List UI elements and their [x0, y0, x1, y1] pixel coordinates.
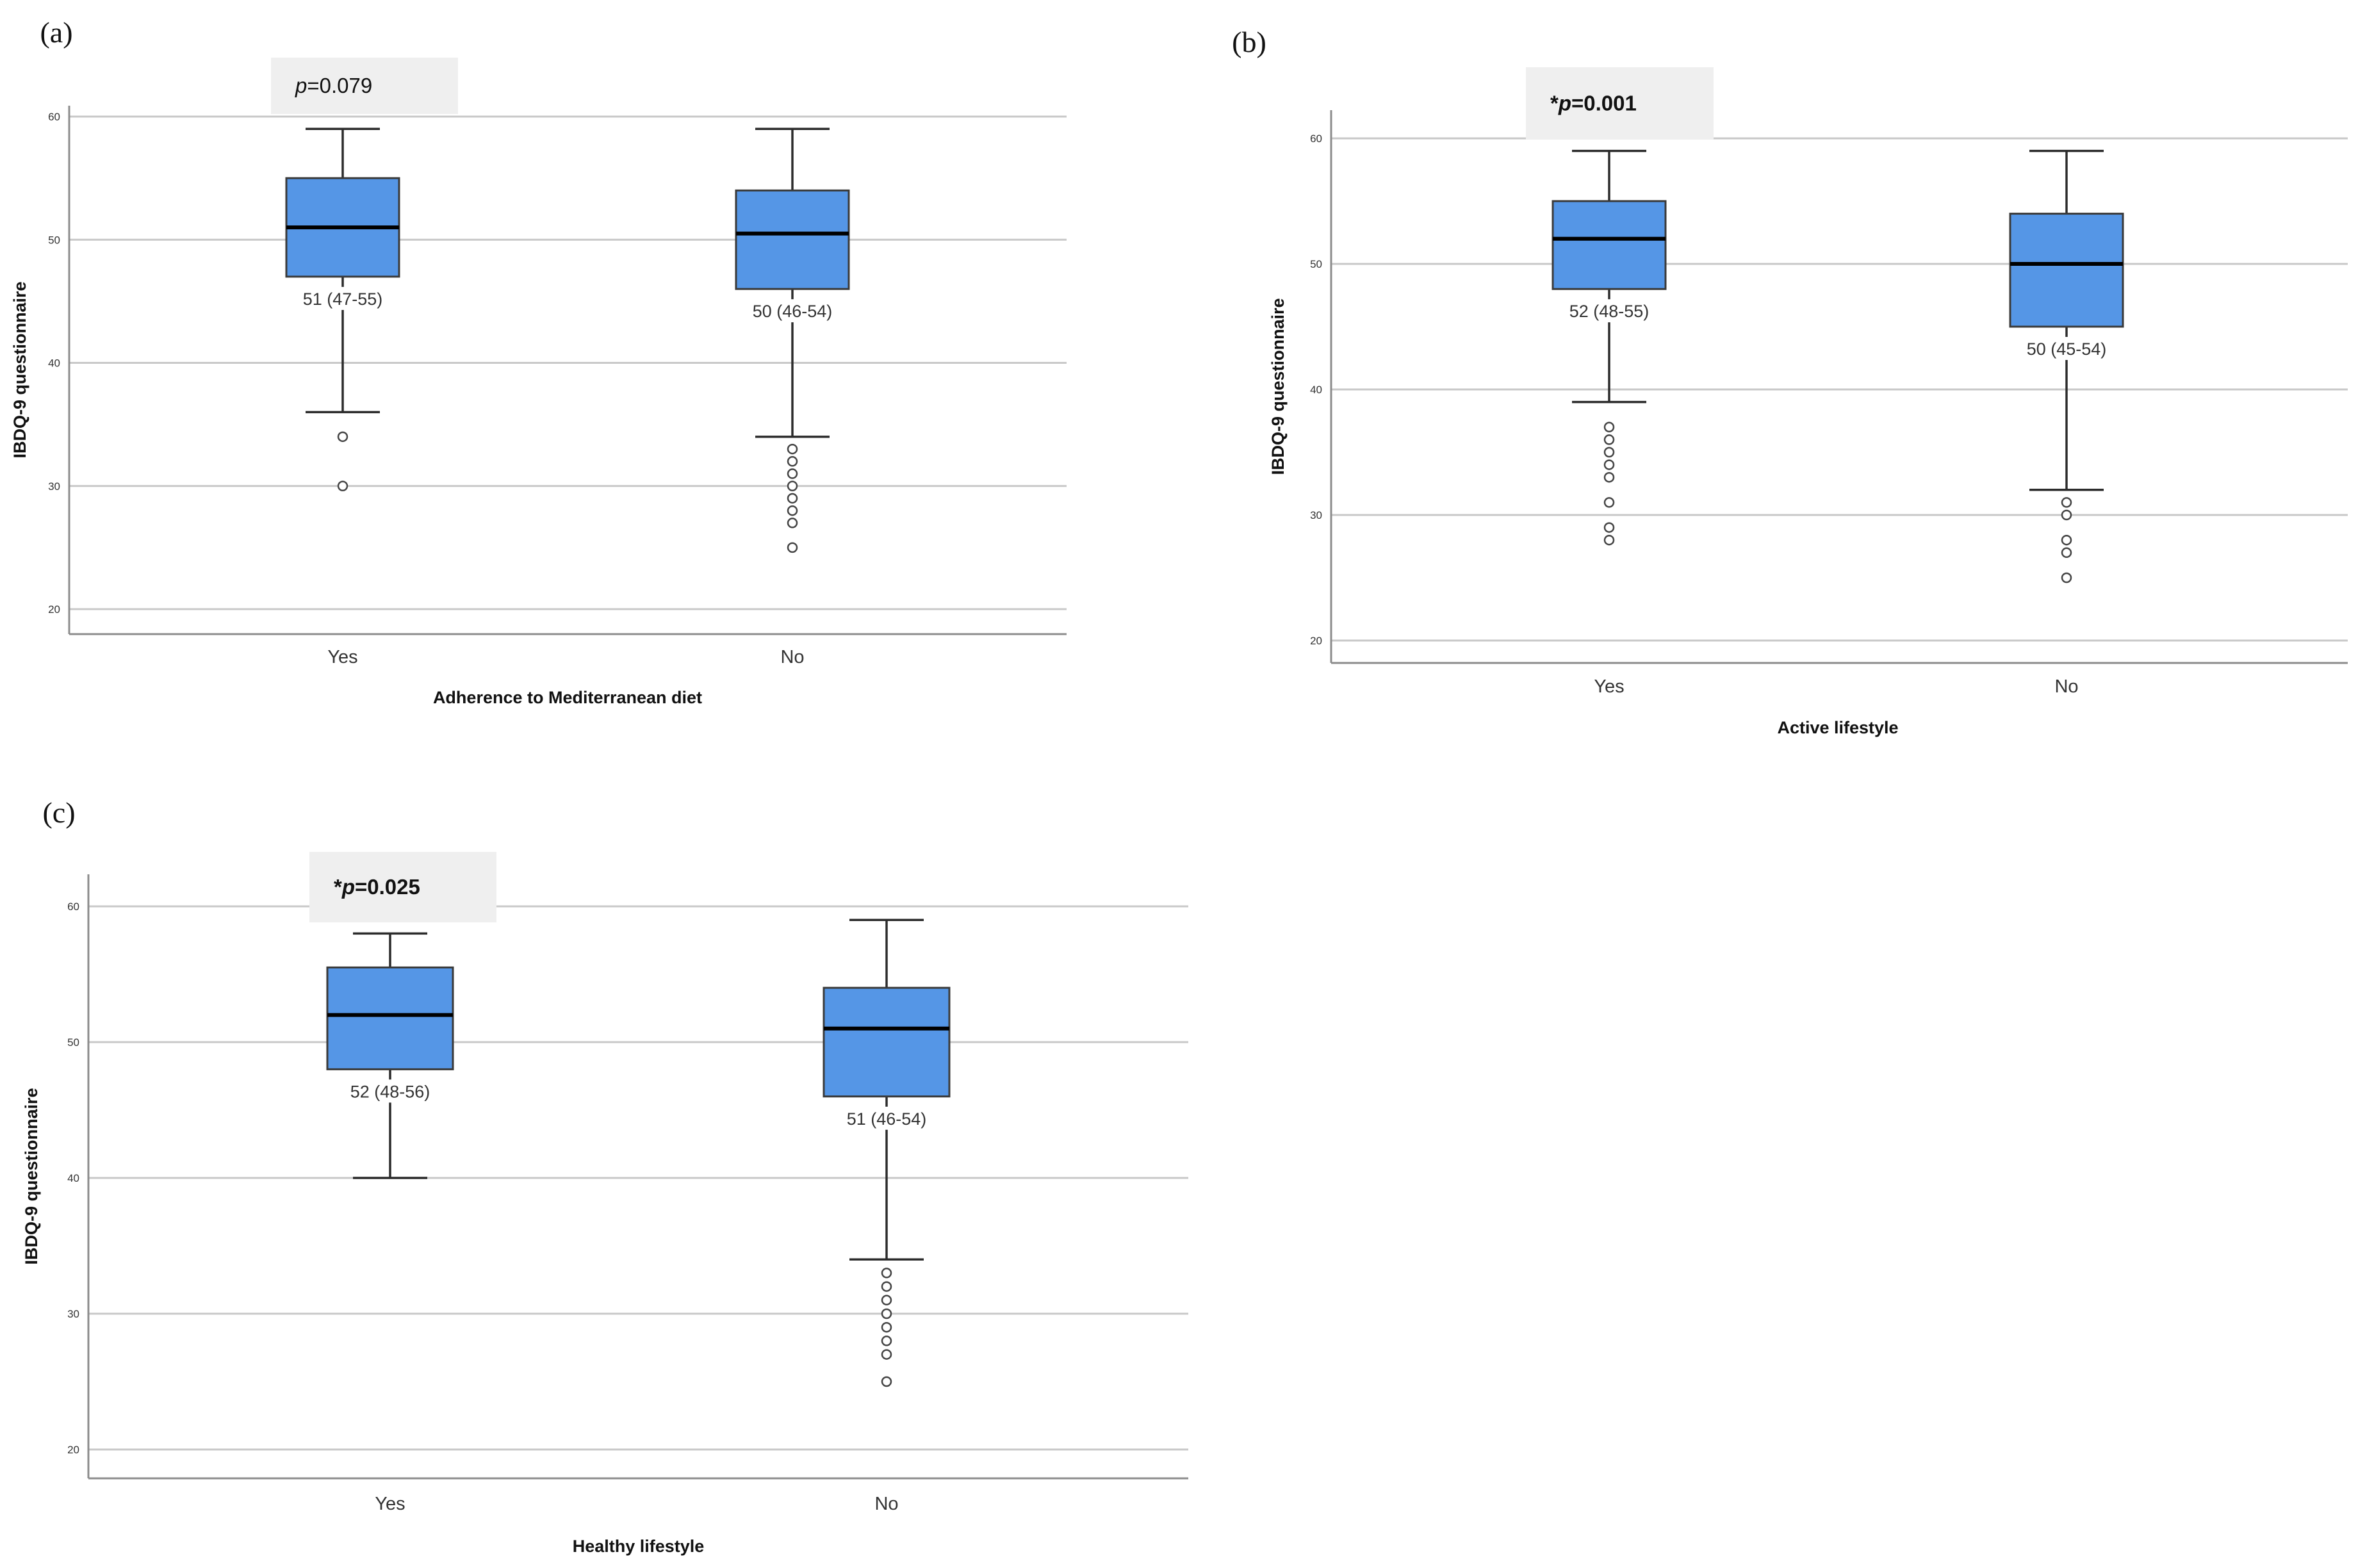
x-category-label: No: [874, 1494, 898, 1514]
y-axis-title: IBDQ-9 questionnaire: [22, 1088, 41, 1264]
outlier-point: [787, 493, 798, 504]
x-category-label: No: [780, 647, 804, 667]
y-tick-label: 30: [48, 480, 60, 493]
box-label-background: [837, 1106, 937, 1130]
y-tick-label: 30: [1310, 509, 1322, 521]
panel-label: (a): [40, 16, 72, 49]
y-tick-label: 50: [48, 234, 60, 246]
box-yes: [1552, 200, 1667, 290]
box-summary-label: 52 (48-55): [1569, 302, 1650, 321]
p-value-symbol: p: [341, 875, 355, 899]
y-tick-label: 20: [48, 603, 60, 616]
p-value-number: =0.079: [307, 74, 372, 97]
outlier-point: [1603, 471, 1615, 483]
y-tick-label: 50: [1310, 258, 1322, 270]
box-summary-label: 51 (47-55): [303, 290, 383, 309]
outlier-point: [881, 1308, 892, 1319]
outlier-point: [881, 1335, 892, 1346]
box-summary-label: 50 (46-54): [753, 302, 833, 321]
y-tick-label: 40: [67, 1172, 79, 1184]
p-value-box: [309, 852, 496, 922]
x-category-label: Yes: [1594, 676, 1624, 697]
outlier-point: [1603, 534, 1615, 546]
x-axis-title: Adherence to Mediterranean diet: [433, 688, 702, 707]
outlier-point: [1603, 421, 1615, 433]
p-value-text: *p=0.001: [1550, 92, 1637, 115]
box-summary-label: 52 (48-56): [350, 1082, 430, 1101]
outlier-point: [787, 505, 798, 516]
box-label-background: [293, 286, 393, 310]
p-value-text: *p=0.025: [334, 875, 420, 899]
outlier-point: [881, 1281, 892, 1292]
box-no: [735, 189, 850, 290]
outlier-point: [1603, 434, 1615, 445]
p-value-box: [271, 58, 458, 114]
box-no: [823, 986, 951, 1098]
outlier-point: [2061, 497, 2072, 508]
outlier-point: [787, 456, 798, 467]
outlier-point: [787, 480, 798, 491]
y-tick-label: 30: [67, 1308, 79, 1320]
outlier-point: [1603, 522, 1615, 533]
y-axis-title: IBDQ-9 questionnaire: [10, 281, 29, 458]
x-axis-title: Active lifestyle: [1777, 718, 1898, 737]
box-label-background: [742, 299, 842, 323]
y-tick-label: 60: [48, 111, 60, 123]
outlier-point: [787, 468, 798, 479]
p-value-star: *: [334, 875, 342, 899]
p-value-star: *: [1550, 92, 1559, 115]
outlier-point: [2061, 572, 2072, 584]
outlier-point: [1603, 459, 1615, 470]
x-category-label: Yes: [327, 647, 357, 667]
y-tick-label: 60: [1310, 133, 1322, 145]
box-summary-label: 50 (45-54): [2027, 339, 2107, 359]
x-category-label: No: [2054, 676, 2078, 697]
box-label-background: [2017, 337, 2116, 360]
outlier-point: [881, 1268, 892, 1278]
p-value-symbol: p: [1558, 92, 1571, 115]
outlier-point: [337, 480, 348, 491]
chart-panel-1: (b) 20 30 40 50 60 52 (48-55) Yes 50 (45-54) No Ac…: [1232, 26, 2348, 737]
box-no: [2009, 213, 2124, 328]
y-tick-label: 20: [67, 1444, 79, 1456]
panel-label: (c): [42, 796, 75, 829]
y-tick-label: 50: [67, 1036, 79, 1049]
outlier-point: [881, 1376, 892, 1387]
outlier-point: [2061, 547, 2072, 559]
y-tick-label: 40: [48, 357, 60, 370]
outlier-point: [337, 431, 348, 443]
box-yes: [326, 966, 454, 1070]
y-tick-label: 20: [1310, 635, 1322, 647]
outlier-point: [787, 518, 798, 528]
p-value-symbol: p: [295, 74, 307, 97]
box-summary-label: 51 (46-54): [847, 1109, 927, 1129]
outlier-point: [881, 1321, 892, 1333]
outlier-point: [1603, 446, 1615, 458]
box-label-background: [1559, 299, 1659, 323]
box-label-background: [340, 1079, 440, 1103]
x-axis-title: Healthy lifestyle: [573, 1537, 705, 1556]
panel-label: (b): [1232, 26, 1266, 58]
outlier-point: [881, 1349, 892, 1360]
y-axis-title: IBDQ-9 questionnaire: [1268, 298, 1288, 475]
y-tick-label: 40: [1310, 384, 1322, 396]
outlier-point: [787, 542, 798, 553]
p-value-number: =0.025: [355, 875, 420, 899]
p-value-number: =0.001: [1571, 92, 1637, 115]
chart-panel-2: (c) 20 30 40 50 60 52 (48-56) Yes 51 (46-54) No He…: [22, 796, 1188, 1556]
outlier-point: [1603, 497, 1615, 508]
p-value-box: [1526, 67, 1714, 140]
outlier-point: [787, 443, 798, 455]
y-tick-label: 60: [67, 901, 79, 913]
chart-panel-0: (a) 20 30 40 50 60 51 (47-55) Yes 50 (46-54) No Ad…: [10, 16, 1067, 707]
outlier-point: [881, 1294, 892, 1306]
outlier-point: [2061, 534, 2072, 546]
p-value-text: p=0.079: [295, 74, 372, 97]
x-category-label: Yes: [375, 1494, 405, 1514]
outlier-point: [2061, 509, 2072, 521]
